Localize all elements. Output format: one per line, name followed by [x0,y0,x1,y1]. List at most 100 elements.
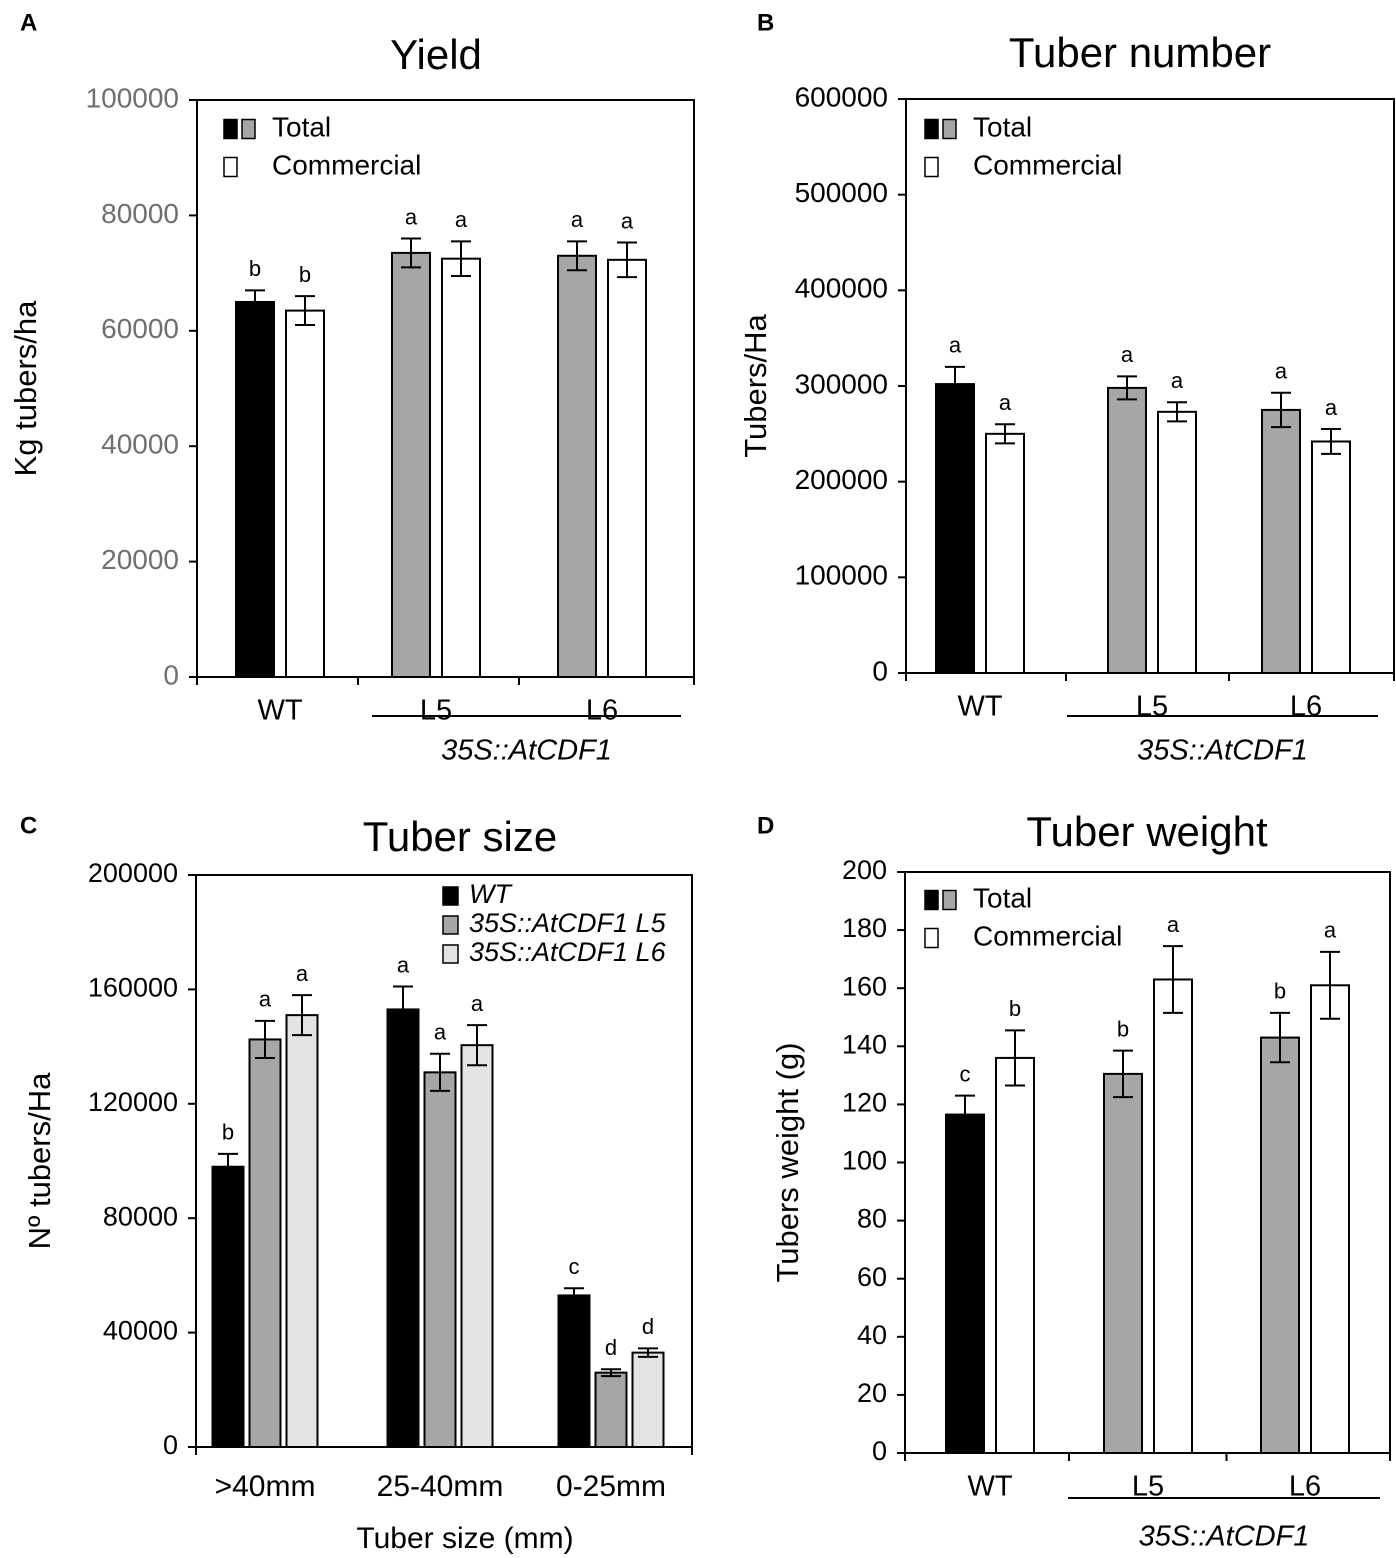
y-tick-label: 0 [872,655,888,686]
y-tick-label: 100000 [86,82,179,113]
panel-b: B Tuber number Tubers/Ha 0 100000 200000 30000… [738,9,1395,767]
legend-label: 35S::AtCDF1 L6 [469,937,667,967]
legend-label: Total [973,111,1032,142]
significance-letter: a [1167,912,1180,937]
significance-letter: a [259,987,272,1012]
bar [557,1294,591,1449]
bar [1153,978,1193,1454]
y-tick-label: 200000 [88,858,178,888]
legend-swatch [924,927,939,949]
legend: Total Commercial [223,111,421,180]
x-category-label: L6 [586,695,618,727]
chart-title: Tuber weight [1026,808,1268,855]
legend-swatch [924,156,939,178]
chart-title: Tuber number [1009,29,1271,76]
bar [1310,984,1350,1454]
x-category-label: WT [257,695,302,727]
legend-swatch [924,889,939,911]
y-tick-label: 80000 [101,198,179,229]
significance-letter: a [621,208,634,233]
legend-label: WT [469,879,513,909]
significance-letter: b [1274,979,1286,1004]
legend: Total Commercial [924,111,1122,180]
bar [285,1014,319,1448]
y-tick-label: 140 [842,1029,887,1059]
bar [1107,386,1147,674]
y-tick-label: 600000 [795,81,888,112]
bar [285,309,325,678]
x-category-label: WT [957,691,1002,723]
y-tick-label: 120 [842,1088,887,1118]
bar [1103,1072,1143,1454]
bar [423,1071,457,1448]
y-tick-label: 200000 [795,464,888,495]
legend-swatch [223,156,238,178]
plot-frame [195,874,693,1448]
y-tick-label: 100 [842,1146,887,1176]
y-tick-label: 160 [842,971,887,1001]
legend-swatch [442,886,459,906]
bar [460,1044,494,1449]
chart-title: Tuber size [363,813,558,860]
significance-letter: a [405,204,418,229]
y-tick-label: 400000 [795,273,888,304]
significance-letter: c [569,1254,580,1279]
y-tick-label: 20 [857,1378,887,1408]
group-label: 35S::AtCDF1 [1137,735,1308,767]
significance-letter: d [642,1314,654,1339]
significance-letter: a [1325,395,1338,420]
bar [248,1038,282,1448]
bar [594,1371,628,1449]
legend-swatch [924,118,939,140]
chart-title: Yield [390,31,482,78]
panel-label: B [757,9,774,36]
legend-label: Commercial [272,149,421,180]
y-tick-label: 0 [163,1430,178,1460]
bar [1260,1036,1300,1454]
plot-frame [905,98,1395,674]
y-tick-label: 500000 [795,177,888,208]
significance-letter: a [434,1020,447,1045]
y-tick-label: 80 [857,1204,887,1234]
significance-letter: b [1009,996,1021,1021]
y-tick-label: 40000 [101,429,179,460]
bar [1311,440,1351,674]
bar [235,300,275,678]
y-tick-label: 40 [857,1320,887,1350]
bar [607,258,647,678]
significance-letter: a [1171,368,1184,393]
legend-swatch [442,944,459,964]
significance-letter: c [960,1061,971,1086]
x-category-label: 25-40mm [377,1470,504,1503]
bar [935,383,975,674]
y-tick-label: 160000 [88,973,178,1003]
significance-letter: a [949,333,962,358]
bar [1261,408,1301,674]
group-label: 35S::AtCDF1 [441,735,612,767]
legend-label: Commercial [973,149,1122,180]
significance-letter: a [1275,359,1288,384]
legend-label: Total [973,882,1032,913]
y-axis-label: Kg tubers/ha [8,300,43,477]
y-tick-label: 100000 [795,560,888,591]
significance-letter: d [605,1335,617,1360]
legend: Total Commercial [924,882,1122,951]
panel-a: A Yield Kg tubers/ha 0 20000 40000 60000 80000 1… [8,9,695,767]
y-axis-label: Nº tubers/Ha [22,1072,57,1249]
y-axis-label: Tubers/Ha [738,313,773,457]
significance-letter: b [249,256,261,281]
bar [1157,410,1197,674]
y-tick-label: 120000 [88,1087,178,1117]
bar [985,432,1025,675]
panel-d: D Tuber weight Tubers weight (g) 0 20 40 60 80 1… [757,808,1391,1553]
legend-swatch [241,118,256,140]
significance-letter: a [296,961,309,986]
y-tick-label: 0 [163,659,179,690]
legend-swatch [942,118,957,140]
bar [945,1113,985,1454]
y-tick-label: 60 [857,1262,887,1292]
y-tick-label: 20000 [101,544,179,575]
y-tick-label: 300000 [795,368,888,399]
